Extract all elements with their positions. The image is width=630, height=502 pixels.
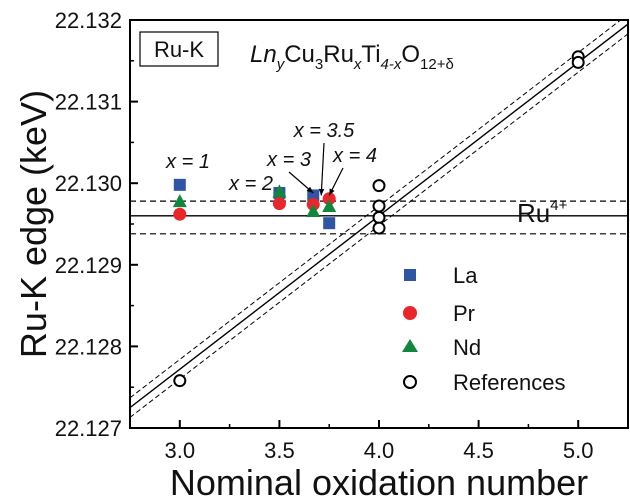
annotation-arrowhead [318, 188, 325, 196]
point-pr [322, 192, 336, 206]
annotation-label: x = 1 [165, 151, 210, 173]
point-nd [306, 203, 321, 217]
x-tick-label: 4.0 [364, 438, 395, 463]
panel-label: Ru-K [139, 31, 219, 67]
panel-label-text: Ru-K [154, 37, 204, 62]
annotation-label: x = 3.5 [293, 120, 355, 142]
x-axis: 3.0 3.5 4.0 4.5 5.0 [165, 420, 594, 463]
panel-label-box [139, 31, 219, 67]
x-tick-label: 3.0 [165, 438, 196, 463]
formula-o: O [401, 41, 420, 68]
legend-marker-references [403, 375, 417, 389]
point-pr [272, 197, 286, 211]
point-nd [272, 184, 287, 198]
x-tick-label: 3.5 [264, 438, 295, 463]
plot-marks [172, 50, 585, 388]
formula-ti: Ti [361, 41, 380, 68]
y-tick-label: 22.128 [55, 334, 122, 359]
legend-item-references: References [403, 370, 566, 395]
point-pr [173, 207, 187, 221]
legend-item-la: La [404, 263, 478, 288]
formula-cu-sub: 3 [315, 56, 323, 73]
annotations: x = 1 x = 2x = 3 x = 3.5 x = 4 [165, 120, 377, 196]
formula-o-sub: 12+δ [420, 56, 454, 73]
legend-marker-la [404, 269, 416, 281]
legend-marker-nd [402, 339, 418, 352]
formula-ti-sub: 4-x [381, 56, 402, 73]
point-la [307, 189, 320, 202]
annotation-label: x = 2 [228, 173, 273, 195]
reference-line-label-main: Ru [517, 198, 550, 228]
point-references [372, 199, 386, 213]
annotation-label: x = 4 [332, 145, 377, 167]
y-tick-label: 22.130 [55, 171, 122, 196]
annotation-arrowhead [329, 188, 335, 196]
x-tick-label: 4.5 [463, 438, 494, 463]
point-nd [322, 199, 337, 213]
point-references [372, 179, 386, 193]
legend-item-nd: Nd [402, 335, 481, 360]
point-references [571, 55, 585, 69]
y-tick-label: 22.132 [55, 8, 122, 33]
formula-cu: Cu [284, 41, 315, 68]
legend-label-pr: Pr [453, 301, 475, 326]
legend: La Pr Nd References [402, 263, 566, 395]
legend-label-references: References [453, 370, 566, 395]
y-tick-label: 22.129 [55, 253, 122, 278]
formula-ln-sub: y [276, 56, 286, 73]
point-references [173, 374, 187, 388]
formula-ln: Ln [250, 41, 277, 68]
x-tick-label: 5.0 [563, 438, 594, 463]
formula-text: LnyCu3RuxTi4-xO12+δ [250, 41, 454, 73]
legend-item-pr: Pr [403, 301, 475, 326]
reference-line-label: Ru4+ [517, 197, 568, 228]
y-tick-label: 22.127 [55, 416, 122, 441]
annotation-arrow [320, 142, 325, 196]
point-la [323, 217, 336, 230]
point-references [372, 221, 386, 235]
point-nd [172, 194, 187, 208]
y-tick-label: 22.131 [55, 90, 122, 115]
formula-ru-sub: x [353, 56, 362, 73]
annotation-arrowhead [306, 186, 314, 193]
x-axis-title: Nominal oxidation number [170, 462, 588, 502]
formula-ru: Ru [323, 41, 354, 68]
legend-marker-pr [403, 306, 417, 320]
y-axis: 22.127 22.128 22.129 22.130 22.131 22.132 [55, 8, 138, 441]
legend-label-la: La [453, 263, 478, 288]
annotation-label: x = 3 [266, 149, 311, 171]
legend-label-nd: Nd [453, 335, 481, 360]
point-references [372, 210, 386, 224]
reference-line-label-sup: 4+ [550, 197, 567, 214]
point-la [173, 178, 186, 191]
y-axis-title: Ru-K edge (keV) [13, 90, 54, 358]
